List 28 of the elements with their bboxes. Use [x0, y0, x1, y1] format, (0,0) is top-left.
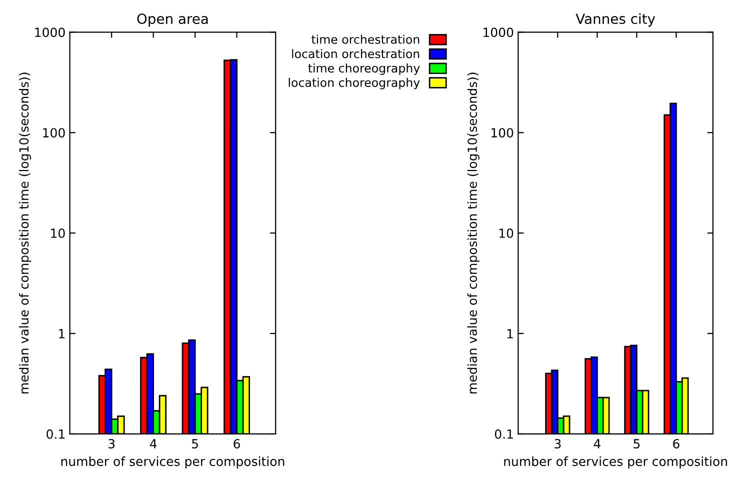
x-tick-label: 5	[634, 439, 640, 448]
y-tick-label: 10	[499, 228, 514, 238]
x-axis-title: number of services per composition	[61, 456, 284, 469]
x-tick-label: 3	[554, 439, 561, 448]
y-axis-title: median value of composition time (log10(seconds))	[467, 72, 480, 394]
x-tick-label: 4	[594, 439, 600, 448]
y-tick-label: 0.1	[46, 429, 65, 439]
y-tick-label: 1	[59, 329, 65, 338]
y-tick-label: 0.1	[494, 429, 513, 439]
y-tick-label: 100	[492, 128, 514, 138]
y-tick-label: 1	[507, 329, 513, 338]
legend-label: location choreography	[288, 78, 420, 90]
chart-title: Vannes city	[576, 13, 656, 27]
x-tick-label: 5	[192, 439, 198, 448]
legend-label: location orchestration	[292, 49, 420, 58]
y-tick-label: 10	[51, 228, 65, 238]
x-tick-label: 4	[150, 439, 157, 448]
y-axis-title: median value of composition time (log10(seconds))	[18, 72, 32, 394]
x-axis-title: number of services per composition	[504, 456, 727, 469]
x-tick-label: 6	[673, 439, 680, 448]
chart-title: Open area	[137, 14, 208, 27]
legend-label: time orchestration	[312, 34, 420, 44]
legend-label: time choreography	[308, 63, 420, 75]
y-tick-label: 100	[43, 128, 65, 138]
x-tick-label: 3	[108, 439, 115, 448]
y-tick-label: 1000	[484, 28, 514, 38]
x-tick-label: 6	[234, 439, 240, 448]
y-tick-label: 1000	[35, 28, 65, 38]
